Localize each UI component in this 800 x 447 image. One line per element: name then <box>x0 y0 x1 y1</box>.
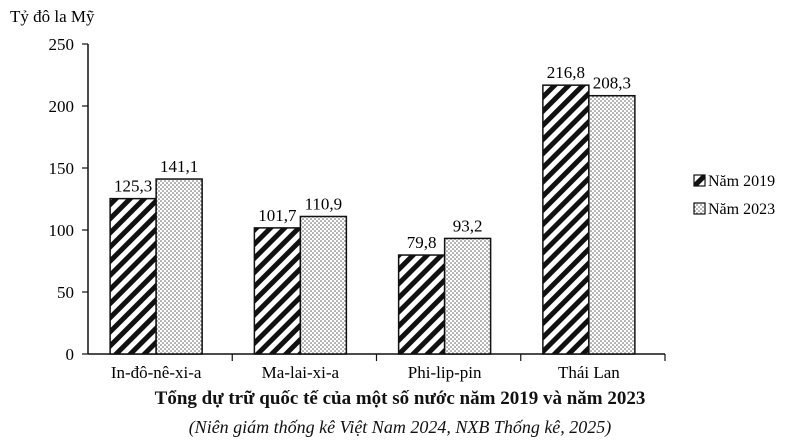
x-tick-label: In-đô-nê-xi-a <box>111 363 202 382</box>
data-label: 93,2 <box>453 216 483 235</box>
bar-năm-2023 <box>299 215 348 355</box>
data-label: 208,3 <box>593 74 631 93</box>
legend-label: Năm 2019 <box>708 173 775 190</box>
x-tick-label: Ma-lai-xi-a <box>262 363 340 382</box>
y-tick-label: 50 <box>57 283 74 302</box>
bars: 125,3 141,1 In-đô-nê-xi-a 101,7 110,9 Ma-lai-… <box>109 63 636 382</box>
y-axis-title: Tỷ đô la Mỹ <box>10 7 95 26</box>
bar-năm-2023 <box>155 178 203 355</box>
bar-năm-2023 <box>588 94 636 355</box>
legend-label: Năm 2023 <box>708 201 775 218</box>
y-tick-label: 250 <box>49 35 75 54</box>
y-tick-label: 100 <box>49 221 75 240</box>
bar-năm-2019 <box>109 197 157 355</box>
data-label: 79,8 <box>407 233 437 252</box>
bar-năm-2019 <box>542 84 590 355</box>
data-label: 110,9 <box>305 194 343 213</box>
bar-chart-plot: Tỷ đô la Mỹ 0 50 100 150 200 250 125,3 141,1 In… <box>10 7 775 382</box>
bar-năm-2019 <box>253 227 302 355</box>
x-tick-label: Thái Lan <box>558 363 620 382</box>
data-label: 216,8 <box>547 63 585 82</box>
bar-năm-2019 <box>397 254 446 355</box>
legend-swatch <box>693 174 706 187</box>
data-label: 125,3 <box>114 177 152 196</box>
data-label: 101,7 <box>258 206 297 225</box>
legend-swatch <box>693 202 706 215</box>
x-tick-label: Phi-lip-pin <box>408 363 482 382</box>
data-label: 141,1 <box>160 157 198 176</box>
bar-năm-2023 <box>443 237 492 355</box>
y-tick-label: 200 <box>49 97 75 116</box>
chart-title: Tổng dự trữ quốc tế của một số nước năm … <box>154 388 646 409</box>
chart-source: (Niên giám thống kê Việt Nam 2024, NXB T… <box>188 417 612 437</box>
y-tick-label: 150 <box>49 159 75 178</box>
legend: Năm 2019 Năm 2023 <box>693 173 775 218</box>
y-tick-label: 0 <box>66 345 75 364</box>
